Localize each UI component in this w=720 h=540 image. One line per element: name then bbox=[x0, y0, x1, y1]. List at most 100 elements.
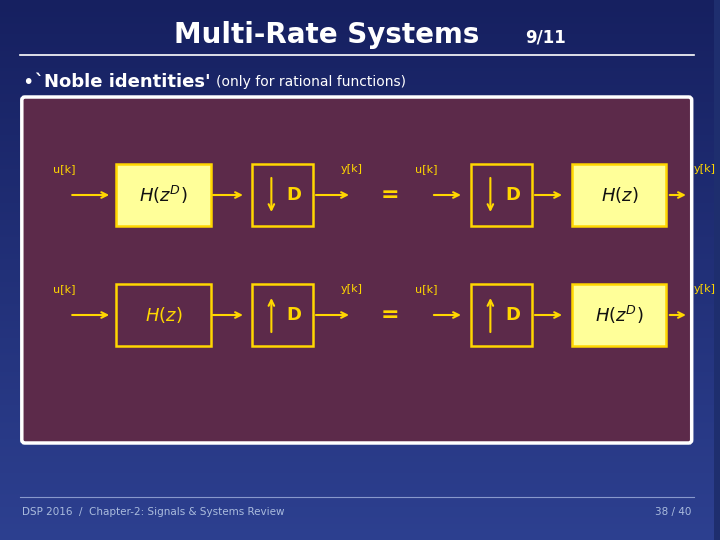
Bar bbox=[0, 244, 714, 245]
Bar bbox=[0, 291, 714, 292]
Bar bbox=[0, 371, 714, 372]
Bar bbox=[0, 28, 714, 29]
Bar bbox=[0, 300, 714, 301]
Bar bbox=[0, 319, 714, 320]
Bar bbox=[0, 398, 714, 399]
Bar bbox=[0, 6, 714, 7]
Bar bbox=[0, 462, 714, 463]
FancyBboxPatch shape bbox=[471, 164, 532, 226]
Bar bbox=[0, 347, 714, 348]
Bar bbox=[0, 278, 714, 279]
Bar bbox=[0, 36, 714, 37]
Bar bbox=[0, 260, 714, 261]
Bar bbox=[0, 514, 714, 515]
Bar bbox=[0, 144, 714, 145]
Bar bbox=[0, 119, 714, 120]
Bar bbox=[0, 318, 714, 319]
Bar bbox=[0, 230, 714, 231]
Bar bbox=[0, 12, 714, 13]
Bar bbox=[0, 141, 714, 142]
Bar bbox=[0, 525, 714, 526]
FancyBboxPatch shape bbox=[22, 97, 692, 443]
Bar bbox=[0, 30, 714, 31]
Text: D: D bbox=[505, 186, 520, 204]
Bar bbox=[0, 352, 714, 353]
Bar bbox=[0, 484, 714, 485]
Bar bbox=[0, 298, 714, 299]
Bar bbox=[0, 34, 714, 35]
Text: $H(z)$: $H(z)$ bbox=[145, 305, 182, 325]
Bar bbox=[0, 498, 714, 499]
Text: DSP 2016  /  Chapter-2: Signals & Systems Review: DSP 2016 / Chapter-2: Signals & Systems … bbox=[22, 507, 284, 517]
Bar bbox=[0, 470, 714, 471]
Bar bbox=[0, 53, 714, 54]
Bar bbox=[0, 99, 714, 100]
Bar bbox=[0, 89, 714, 90]
Bar bbox=[0, 150, 714, 151]
Bar bbox=[0, 191, 714, 192]
Bar bbox=[0, 281, 714, 282]
Bar bbox=[0, 223, 714, 224]
Bar bbox=[0, 480, 714, 481]
Bar bbox=[0, 500, 714, 501]
Bar bbox=[0, 192, 714, 193]
Bar bbox=[0, 473, 714, 474]
Bar bbox=[0, 226, 714, 227]
Bar bbox=[0, 426, 714, 427]
Bar bbox=[0, 76, 714, 77]
Bar bbox=[0, 364, 714, 365]
Bar bbox=[0, 302, 714, 303]
Bar bbox=[0, 414, 714, 415]
Bar bbox=[0, 75, 714, 76]
Bar bbox=[0, 494, 714, 495]
Bar bbox=[0, 321, 714, 322]
Bar bbox=[0, 80, 714, 81]
Bar bbox=[0, 46, 714, 47]
Bar bbox=[0, 241, 714, 242]
Bar bbox=[0, 475, 714, 476]
Bar bbox=[0, 377, 714, 378]
Bar bbox=[0, 202, 714, 203]
FancyBboxPatch shape bbox=[117, 284, 210, 346]
Bar bbox=[0, 218, 714, 219]
Bar bbox=[0, 513, 714, 514]
Bar bbox=[0, 49, 714, 50]
Bar bbox=[0, 231, 714, 232]
Bar bbox=[0, 32, 714, 33]
Bar bbox=[0, 56, 714, 57]
Bar bbox=[0, 316, 714, 317]
Bar bbox=[0, 276, 714, 277]
Bar bbox=[0, 536, 714, 537]
Bar bbox=[0, 78, 714, 79]
Bar bbox=[0, 272, 714, 273]
Bar bbox=[0, 104, 714, 105]
Bar bbox=[0, 195, 714, 196]
Bar bbox=[0, 296, 714, 297]
Bar bbox=[0, 97, 714, 98]
Bar bbox=[0, 204, 714, 205]
Bar bbox=[0, 159, 714, 160]
Bar bbox=[0, 224, 714, 225]
Bar bbox=[0, 14, 714, 15]
Bar bbox=[0, 307, 714, 308]
Bar bbox=[0, 523, 714, 524]
Bar bbox=[0, 84, 714, 85]
Bar bbox=[0, 153, 714, 154]
Bar bbox=[0, 336, 714, 337]
Bar bbox=[0, 309, 714, 310]
Bar bbox=[0, 268, 714, 269]
Bar bbox=[0, 435, 714, 436]
Bar bbox=[0, 449, 714, 450]
Bar bbox=[0, 40, 714, 41]
Bar bbox=[0, 207, 714, 208]
Bar bbox=[0, 491, 714, 492]
Bar bbox=[0, 87, 714, 88]
Bar bbox=[0, 404, 714, 405]
Bar bbox=[0, 158, 714, 159]
Bar bbox=[0, 235, 714, 236]
Bar bbox=[0, 328, 714, 329]
Bar bbox=[0, 38, 714, 39]
Bar bbox=[0, 39, 714, 40]
Bar bbox=[0, 481, 714, 482]
Bar bbox=[0, 495, 714, 496]
